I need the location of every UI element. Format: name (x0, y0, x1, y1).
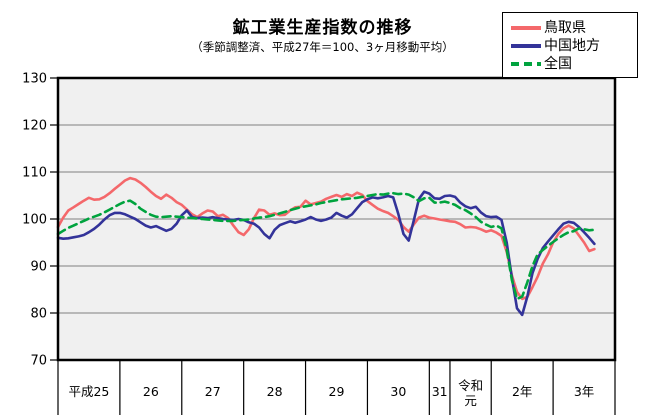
legend-item-zenkoku: 全国 (511, 56, 631, 71)
y-axis-label: 110 (22, 166, 47, 181)
x-axis-label: 30 (390, 384, 406, 399)
y-axis-label: 120 (22, 119, 47, 134)
tottori-line-swatch (511, 25, 541, 30)
y-axis-label: 70 (30, 354, 47, 369)
plot-border (56, 76, 617, 362)
y-axis-label: 130 (22, 72, 47, 87)
x-axis-label: 31 (432, 384, 448, 399)
series-line-鳥取県 (56, 176, 596, 301)
x-axis-label: 2年 (512, 384, 532, 399)
y-axis-label: 100 (22, 213, 47, 228)
x-axis-label: 平成25 (68, 384, 109, 399)
legend-label-tottori: 鳥取県 (544, 19, 586, 36)
series-line-中国地方 (56, 190, 596, 317)
legend-label-zenkoku: 全国 (544, 55, 572, 72)
x-axis-label: 28 (267, 384, 283, 399)
zenkoku-line-swatch (511, 61, 541, 66)
series-line-全国 (56, 191, 596, 301)
y-axis-label: 90 (30, 260, 47, 275)
legend-box: 鳥取県 中国地方 全国 (502, 12, 638, 78)
legend-item-tottori: 鳥取県 (511, 20, 631, 35)
x-axis-label: 29 (329, 384, 345, 399)
legend-item-chugoku: 中国地方 (511, 38, 631, 53)
chugoku-line-swatch (511, 43, 541, 48)
legend-label-chugoku: 中国地方 (544, 37, 600, 54)
y-axis-label: 80 (30, 307, 47, 322)
x-axis-label: 27 (205, 384, 221, 399)
x-axis-label: 26 (143, 384, 159, 399)
chart-subtitle: （季節調整済、平成27年＝100、3ヶ月移動平均） (191, 40, 454, 54)
x-axis-label: 令和元 (458, 378, 483, 408)
x-axis-label: 3年 (574, 384, 594, 399)
chart-title: 鉱工業生産指数の推移 (232, 18, 413, 38)
